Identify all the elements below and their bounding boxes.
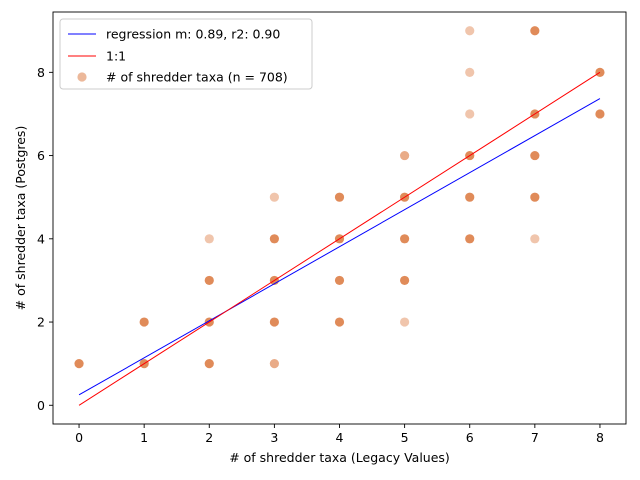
scatter-point [530, 234, 540, 244]
legend-label: # of shredder taxa (n = 708) [106, 70, 288, 85]
scatter-point [334, 317, 345, 327]
scatter-point [530, 192, 540, 202]
legend-label: 1:1 [106, 49, 126, 64]
x-tick-label: 2 [205, 430, 213, 445]
scatter-point [400, 234, 410, 244]
scatter-point [400, 150, 410, 161]
x-tick-label: 0 [75, 430, 83, 445]
scatter-point [465, 26, 475, 36]
scatter-point [465, 109, 475, 119]
scatter-point [74, 359, 84, 369]
y-axis-label: # of shredder taxa (Postgres) [13, 126, 28, 311]
y-tick-label: 8 [37, 65, 45, 80]
scatter-point [530, 26, 540, 36]
scatter-point [465, 67, 475, 77]
y-tick-label: 6 [37, 148, 45, 163]
x-tick-label: 6 [466, 430, 474, 445]
x-tick-label: 3 [270, 430, 278, 445]
regression-line [78, 98, 601, 396]
legend: regression m: 0.89, r2: 0.90 1:1 # of shre… [59, 18, 313, 90]
scatter-point [334, 192, 345, 202]
identity-line [78, 71, 601, 406]
x-tick-label: 7 [531, 430, 539, 445]
scatter-point [530, 150, 540, 161]
x-tick-label: 8 [596, 430, 604, 445]
legend-label: regression m: 0.89, r2: 0.90 [106, 27, 280, 42]
x-tick-label: 1 [140, 430, 148, 445]
scatter-point [400, 317, 410, 327]
plot-area [74, 26, 605, 406]
scatter-point [204, 359, 214, 369]
legend-marker-swatch [77, 72, 87, 82]
x-tick-label: 5 [401, 430, 409, 445]
y-tick-label: 2 [37, 315, 45, 330]
y-tick-label: 0 [37, 398, 45, 413]
scatter-point [269, 359, 279, 369]
scatter-point [269, 234, 279, 244]
scatter-point [139, 317, 149, 327]
scatter-point [595, 109, 605, 119]
scatter-point [269, 317, 279, 327]
scatter-point [334, 275, 345, 286]
scatter-point [204, 275, 214, 286]
scatter-point [400, 275, 410, 286]
axes: 0 1 2 3 4 5 6 7 8 0 2 4 6 8 [37, 11, 627, 445]
scatter-point [465, 234, 475, 244]
y-tick-label: 4 [37, 231, 45, 246]
x-tick-label: 4 [336, 430, 344, 445]
scatter-point [269, 192, 279, 202]
x-axis-label: # of shredder taxa (Legacy Values) [229, 450, 450, 465]
scatter-point [204, 234, 214, 244]
scatter-point [465, 192, 475, 202]
legend-box [59, 18, 313, 90]
